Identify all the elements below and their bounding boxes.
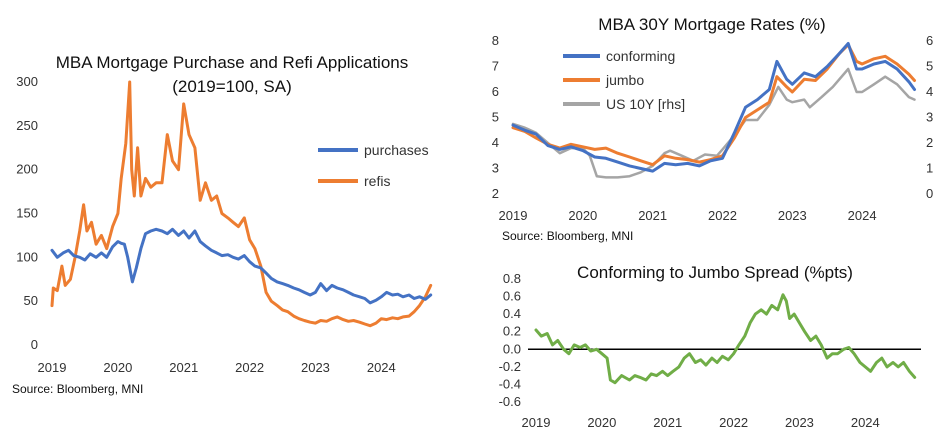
applications-y-tick-0: 0 — [31, 337, 38, 352]
rates-right-y-tick-5: 5 — [926, 59, 933, 74]
chart-applications-source: Source: Bloomberg, MNI — [12, 382, 143, 396]
rates-x-tick-2019: 2019 — [499, 208, 528, 223]
chart-spread-x-ticks: 2019 2020 2021 2022 2023 2024 — [522, 415, 880, 430]
spread-y-tick-0_4: 0.4 — [503, 306, 521, 321]
spread-y-tick--0_2: -0.2 — [499, 359, 521, 374]
applications-x-tick-2021: 2021 — [169, 360, 198, 375]
applications-y-tick-250: 250 — [16, 118, 38, 133]
chart-applications-series — [50, 80, 433, 328]
applications-y-tick-50: 50 — [24, 293, 38, 308]
rates-x-tick-2023: 2023 — [778, 208, 807, 223]
chart-spread-y-ticks: -0.6 -0.4 -0.2 0.0 0.2 0.4 0.6 0.8 — [499, 271, 521, 409]
rates-left-y-tick-6: 6 — [492, 84, 499, 99]
spread-x-tick-2020: 2020 — [587, 415, 616, 430]
rates-x-tick-2024: 2024 — [848, 208, 877, 223]
rates-right-y-tick-4: 4 — [926, 84, 933, 99]
rates-right-y-tick-3: 3 — [926, 110, 933, 125]
rates-right-y-tick-1: 1 — [926, 161, 933, 176]
chart-spread-series — [534, 293, 917, 385]
applications-y-tick-300: 300 — [16, 74, 38, 89]
spread-x-tick-2024: 2024 — [851, 415, 880, 430]
legend-label-us10y: US 10Y [rhs] — [606, 96, 685, 112]
chart-rates-legend: conforming jumbo US 10Y [rhs] — [563, 48, 685, 112]
chart-applications-y-ticks: 0 50 100 150 200 250 300 — [16, 74, 38, 352]
applications-x-tick-2023: 2023 — [301, 360, 330, 375]
rates-left-y-tick-4: 4 — [492, 135, 499, 150]
spread-y-tick-0_6: 0.6 — [503, 289, 521, 304]
chart-rates-x-ticks: 2019 2020 2021 2022 2023 2024 — [499, 208, 877, 223]
spread-y-tick--0_6: -0.6 — [499, 394, 521, 409]
series-refis — [50, 80, 433, 328]
rates-x-tick-2020: 2020 — [568, 208, 597, 223]
rates-right-y-tick-6: 6 — [926, 33, 933, 48]
applications-x-tick-2022: 2022 — [235, 360, 264, 375]
rates-left-y-tick-7: 7 — [492, 59, 499, 74]
applications-x-tick-2024: 2024 — [367, 360, 396, 375]
chart-rates-series — [511, 42, 916, 179]
rates-x-tick-2021: 2021 — [638, 208, 667, 223]
spread-x-tick-2023: 2023 — [785, 415, 814, 430]
chart-applications-title-line2: (2019=100, SA) — [172, 77, 292, 96]
chart-applications: MBA Mortgage Purchase and Refi Applicati… — [12, 53, 433, 396]
chart-mortgage-rates: MBA 30Y Mortgage Rates (%) 2 3 4 5 6 7 8 0 1 2 3 4… — [492, 15, 933, 243]
chart-applications-legend: purchases refis — [318, 142, 429, 189]
legend-label-jumbo: jumbo — [605, 72, 644, 88]
rates-right-y-tick-0: 0 — [926, 186, 933, 201]
legend-label-refis: refis — [364, 173, 390, 189]
chart-rates-y-ticks-right: 0 1 2 3 4 5 6 — [926, 33, 933, 201]
series-purchases — [50, 227, 433, 305]
legend-label-conforming: conforming — [606, 48, 675, 64]
rates-left-y-tick-5: 5 — [492, 110, 499, 125]
rates-right-y-tick-2: 2 — [926, 135, 933, 150]
chart-spread-title: Conforming to Jumbo Spread (%pts) — [577, 263, 853, 282]
applications-y-tick-150: 150 — [16, 206, 38, 221]
spread-y-tick-0_8: 0.8 — [503, 271, 521, 286]
chart-rates-title: MBA 30Y Mortgage Rates (%) — [598, 15, 825, 34]
spread-x-tick-2021: 2021 — [653, 415, 682, 430]
legend-label-purchases: purchases — [364, 142, 429, 158]
spread-x-tick-2022: 2022 — [719, 415, 748, 430]
applications-y-tick-100: 100 — [16, 249, 38, 264]
chart-rates-source: Source: Bloomberg, MNI — [502, 229, 633, 243]
chart-rates-y-ticks-left: 2 3 4 5 6 7 8 — [492, 33, 499, 201]
chart-applications-x-ticks: 2019 2020 2021 2022 2023 2024 — [38, 360, 396, 375]
series-conforming — [511, 42, 916, 173]
series-spread — [534, 293, 917, 385]
rates-x-tick-2022: 2022 — [708, 208, 737, 223]
spread-x-tick-2019: 2019 — [522, 415, 551, 430]
chart-applications-title-line1: MBA Mortgage Purchase and Refi Applicati… — [56, 53, 408, 72]
applications-y-tick-200: 200 — [16, 162, 38, 177]
spread-y-tick-0_0: 0.0 — [503, 341, 521, 356]
applications-x-tick-2019: 2019 — [38, 360, 67, 375]
chart-spread: Conforming to Jumbo Spread (%pts) -0.6-0… — [499, 263, 921, 430]
spread-y-tick-0_2: 0.2 — [503, 324, 521, 339]
applications-x-tick-2020: 2020 — [103, 360, 132, 375]
spread-y-tick--0_4: -0.4 — [499, 376, 521, 391]
rates-left-y-tick-8: 8 — [492, 33, 499, 48]
rates-left-y-tick-2: 2 — [492, 186, 499, 201]
rates-left-y-tick-3: 3 — [492, 161, 499, 176]
